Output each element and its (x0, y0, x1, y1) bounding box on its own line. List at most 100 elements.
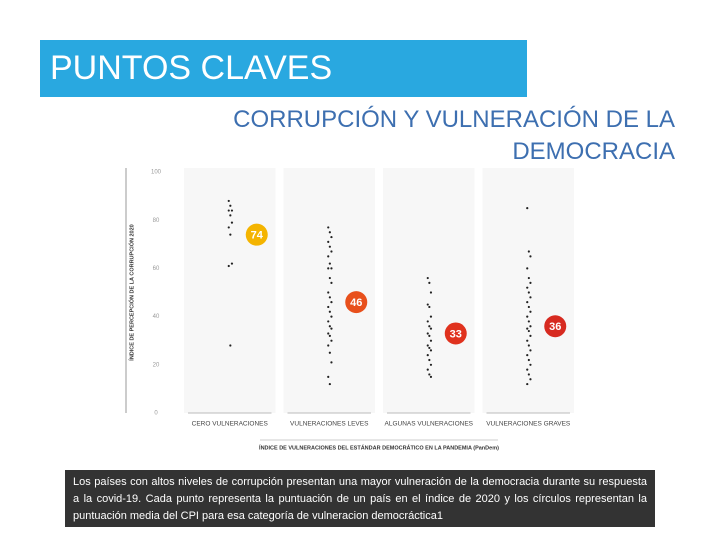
point (426, 276, 429, 280)
point (230, 209, 234, 212)
point (327, 291, 330, 294)
point (330, 315, 333, 318)
column-panel (482, 168, 574, 413)
point (330, 339, 333, 342)
point (328, 262, 331, 265)
point (428, 358, 431, 362)
point (328, 276, 331, 280)
point (328, 325, 331, 328)
column-panel (283, 168, 375, 413)
point (527, 329, 530, 333)
point (330, 250, 333, 253)
point (428, 346, 431, 350)
point (529, 255, 532, 258)
point (527, 320, 530, 323)
point (529, 334, 532, 337)
point (527, 358, 530, 362)
point (328, 245, 331, 248)
point (526, 315, 529, 318)
point (526, 382, 529, 386)
point (429, 291, 433, 294)
point (327, 305, 330, 309)
y-tick-label: 40 (153, 314, 160, 320)
point (429, 363, 433, 366)
caption: Los países con altos niveles de corrupci… (65, 470, 655, 527)
x-tick-label: VULNERACIONES LEVES (290, 421, 369, 428)
point (426, 320, 429, 323)
point (327, 240, 330, 243)
point (229, 214, 232, 217)
point (426, 344, 429, 347)
mean-marker (245, 223, 268, 246)
point (429, 349, 433, 352)
mean-marker (345, 291, 368, 314)
point (529, 363, 532, 366)
subtitle: DEMOCRACIA (512, 138, 675, 165)
x-axis-label: ÍNDICE DE VULNERACIONES DEL ESTÁNDAR DEM… (259, 443, 499, 451)
column-panel (383, 168, 475, 413)
mean-label: 46 (350, 297, 362, 309)
point (426, 354, 429, 357)
point (327, 255, 330, 258)
point (327, 332, 330, 335)
x-tick-label: CERO VULNERACIONES (192, 421, 269, 428)
point (429, 327, 433, 330)
point (527, 344, 530, 347)
x-tick-label: VULNERACIONES GRAVES (486, 421, 571, 428)
mean-label: 74 (251, 230, 264, 242)
point (526, 286, 529, 289)
point (230, 262, 234, 265)
point (328, 296, 331, 299)
point (526, 267, 529, 270)
point (526, 327, 529, 330)
point (327, 226, 330, 229)
point (429, 315, 433, 318)
column-panel (184, 168, 276, 413)
point (529, 281, 532, 284)
x-tick-label: ALGUNAS VULNERACIONES (385, 421, 474, 428)
point (328, 382, 331, 386)
mean-label: 36 (549, 321, 561, 333)
point (428, 325, 431, 328)
point (429, 375, 433, 378)
point (526, 207, 529, 210)
point (428, 305, 431, 309)
point (527, 305, 530, 309)
point (328, 351, 331, 354)
mean-marker (444, 322, 467, 345)
point (229, 233, 232, 236)
point (230, 221, 234, 224)
point (428, 334, 431, 337)
point (426, 368, 429, 371)
point (526, 368, 529, 371)
mean-label: 33 (450, 328, 462, 340)
point (428, 281, 431, 284)
point (527, 276, 530, 280)
point (227, 209, 230, 212)
point (529, 310, 532, 313)
point (426, 332, 429, 335)
point (529, 325, 532, 328)
point (229, 344, 232, 347)
point (330, 361, 333, 364)
point (330, 235, 333, 239)
point (529, 296, 532, 299)
point (328, 310, 331, 313)
point (327, 267, 330, 270)
subtitle: CORRUPCIÓN Y VULNERACIÓN DE LA (233, 106, 675, 133)
point (327, 320, 330, 323)
point (527, 373, 530, 376)
point (526, 301, 529, 304)
point (227, 199, 230, 203)
y-tick-label: 20 (153, 362, 160, 368)
y-tick-label: 60 (153, 266, 160, 272)
point (527, 250, 530, 253)
point (426, 303, 429, 306)
point (526, 354, 529, 357)
point (227, 226, 230, 229)
point (327, 344, 330, 347)
point (327, 375, 330, 378)
point (330, 281, 333, 284)
